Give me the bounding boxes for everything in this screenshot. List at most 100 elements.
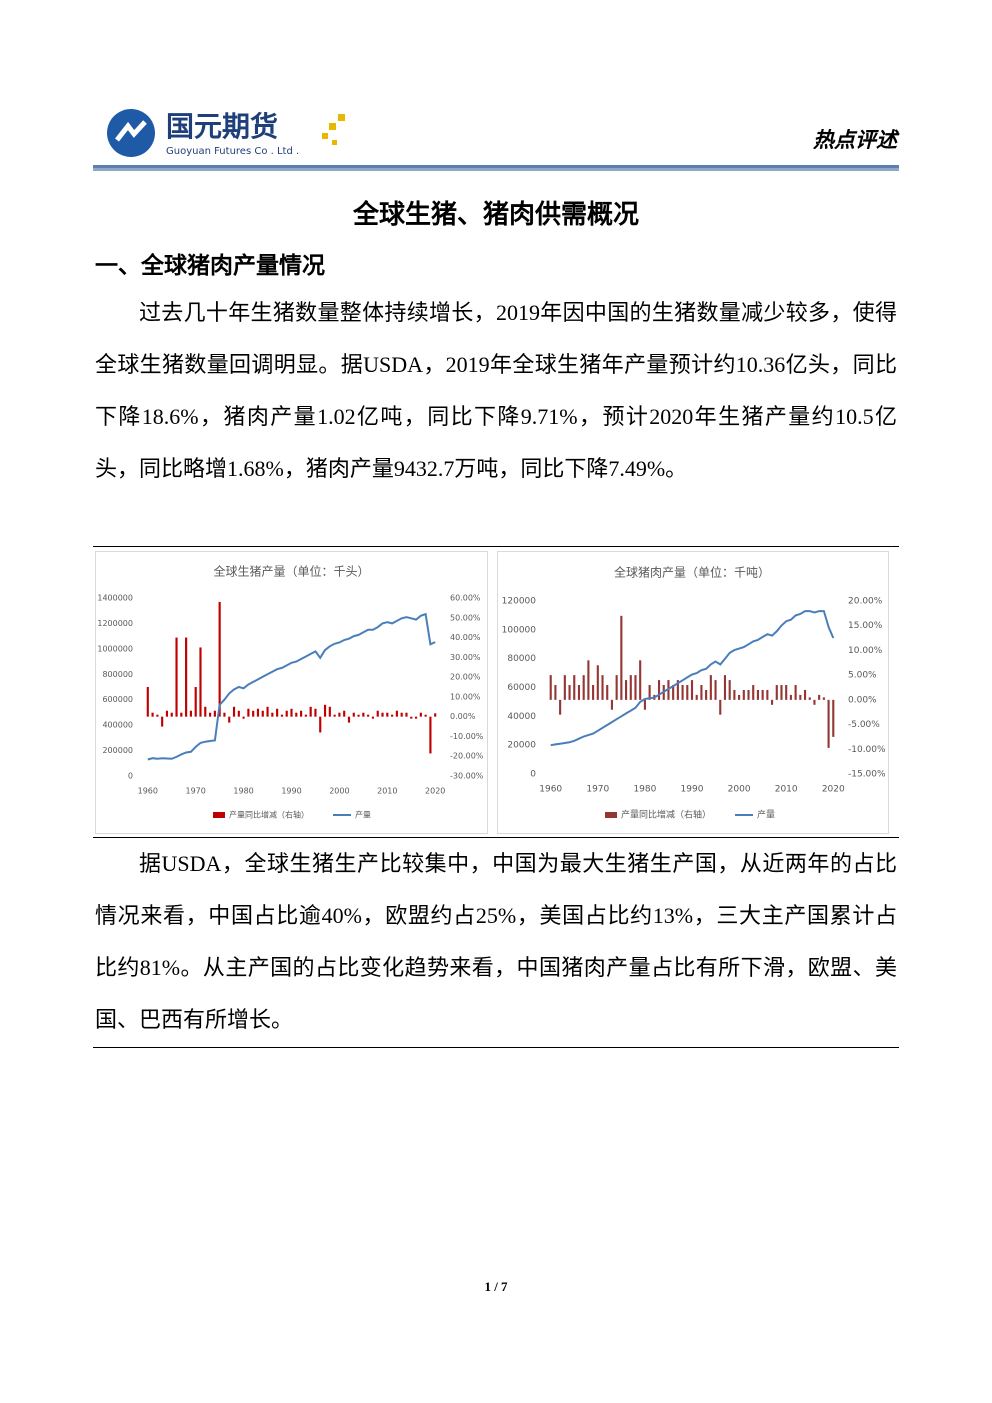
x-tick-label: 2010 xyxy=(377,787,397,796)
bar xyxy=(371,716,375,719)
bar xyxy=(252,710,255,717)
bar xyxy=(156,714,159,717)
bar xyxy=(309,706,312,717)
x-tick-label: 2020 xyxy=(425,787,445,796)
bar xyxy=(223,712,226,717)
company-name: 国元期货 xyxy=(166,110,278,143)
rule xyxy=(93,837,899,838)
bar xyxy=(304,714,307,717)
y-tick-label: 100000 xyxy=(502,625,537,635)
column-label: 热点评述 xyxy=(813,128,897,152)
rule xyxy=(93,546,899,547)
bar xyxy=(690,680,694,700)
bar xyxy=(728,680,731,700)
bar xyxy=(323,704,327,717)
bar xyxy=(333,714,336,717)
y2-tick-label: 0.00% xyxy=(450,712,476,721)
y2-tick-label: 20.00% xyxy=(848,597,883,607)
bar xyxy=(733,689,736,700)
bar xyxy=(559,699,562,715)
x-tick-label: 2020 xyxy=(822,785,845,795)
y-tick-label: 120000 xyxy=(502,597,537,607)
bar xyxy=(194,687,197,717)
bar xyxy=(347,716,351,723)
legend-swatch xyxy=(605,812,617,818)
chart: 全球生猪产量（单位：千头） 0 200000 400000 600000 800000 10… xyxy=(97,564,484,820)
section-heading: 一、全球猪肉产量情况 xyxy=(95,253,325,278)
bar xyxy=(247,708,250,717)
bar xyxy=(300,710,303,717)
paragraph: 据USDA，全球生猪生产比较集中，中国为最大生猪生产国，从近两年的占比情况来看，… xyxy=(95,851,897,1032)
y-tick-label: 0 xyxy=(530,770,536,780)
bar xyxy=(634,675,637,700)
bar xyxy=(146,687,149,717)
bar xyxy=(419,712,422,717)
bar xyxy=(554,685,557,700)
bar xyxy=(424,714,427,717)
bar xyxy=(180,712,183,717)
bar xyxy=(391,714,394,717)
bar xyxy=(742,689,745,700)
bar xyxy=(338,712,341,717)
y2-tick-label: -20.00% xyxy=(450,752,484,761)
x-tick-label: 2000 xyxy=(329,787,349,796)
bar xyxy=(237,710,240,717)
bar xyxy=(314,708,317,717)
bar xyxy=(266,706,269,717)
bar xyxy=(568,685,571,700)
bar xyxy=(813,699,816,705)
bar xyxy=(747,689,750,700)
bar xyxy=(414,716,418,719)
y-tick-label: 0 xyxy=(128,772,133,781)
bar xyxy=(376,710,379,717)
page-number: 1 / 7 xyxy=(484,1279,508,1294)
x-tick-label: 1980 xyxy=(233,787,253,796)
bar xyxy=(803,689,807,700)
chart-frame xyxy=(95,551,488,834)
bar xyxy=(276,708,279,717)
legend-swatch xyxy=(213,812,225,818)
chart-frame xyxy=(497,551,889,834)
bar xyxy=(280,714,283,717)
y-tick-label: 600000 xyxy=(102,695,133,704)
bar xyxy=(228,716,231,723)
bar xyxy=(832,699,835,737)
bar xyxy=(700,685,703,700)
bar xyxy=(648,685,651,700)
y2-tick-label: 10.00% xyxy=(848,646,883,656)
bar xyxy=(582,675,585,700)
bar xyxy=(681,685,684,700)
y2-tick-label: -10.00% xyxy=(848,745,886,755)
bar xyxy=(381,712,384,717)
bar xyxy=(780,685,783,700)
bar xyxy=(256,708,260,717)
bar xyxy=(295,712,298,717)
bar xyxy=(410,716,413,719)
company-english: Guoyuan Futures Co . Ltd . xyxy=(166,146,299,157)
bar xyxy=(405,712,408,717)
bar xyxy=(386,712,389,717)
y-tick-label: 20000 xyxy=(507,741,536,751)
logo-square xyxy=(329,123,336,130)
y2-tick-label: 30.00% xyxy=(450,653,481,662)
y2-tick-label: 20.00% xyxy=(450,673,481,682)
bar xyxy=(794,685,797,700)
bar xyxy=(799,694,802,700)
x-tick-label: 1990 xyxy=(681,785,704,795)
y-tick-label: 1400000 xyxy=(97,594,133,603)
y-tick-label: 400000 xyxy=(102,721,133,730)
bar xyxy=(827,699,830,748)
bar xyxy=(165,710,169,717)
bar xyxy=(657,680,661,700)
y-tick-label: 80000 xyxy=(507,654,536,664)
header-rule xyxy=(93,165,899,168)
bar xyxy=(563,675,566,700)
legend-label: 产量同比增减（右轴） xyxy=(621,809,711,821)
chart: 全球猪肉产量（单位：千吨） 0 20000 40000 60000 80000 100000… xyxy=(502,565,886,821)
bar xyxy=(639,660,642,700)
y2-tick-label: -5.00% xyxy=(848,720,880,730)
y2-tick-label: -10.00% xyxy=(450,732,484,741)
bar xyxy=(367,714,370,717)
logo-square xyxy=(332,140,337,145)
x-tick-label: 2010 xyxy=(775,785,798,795)
